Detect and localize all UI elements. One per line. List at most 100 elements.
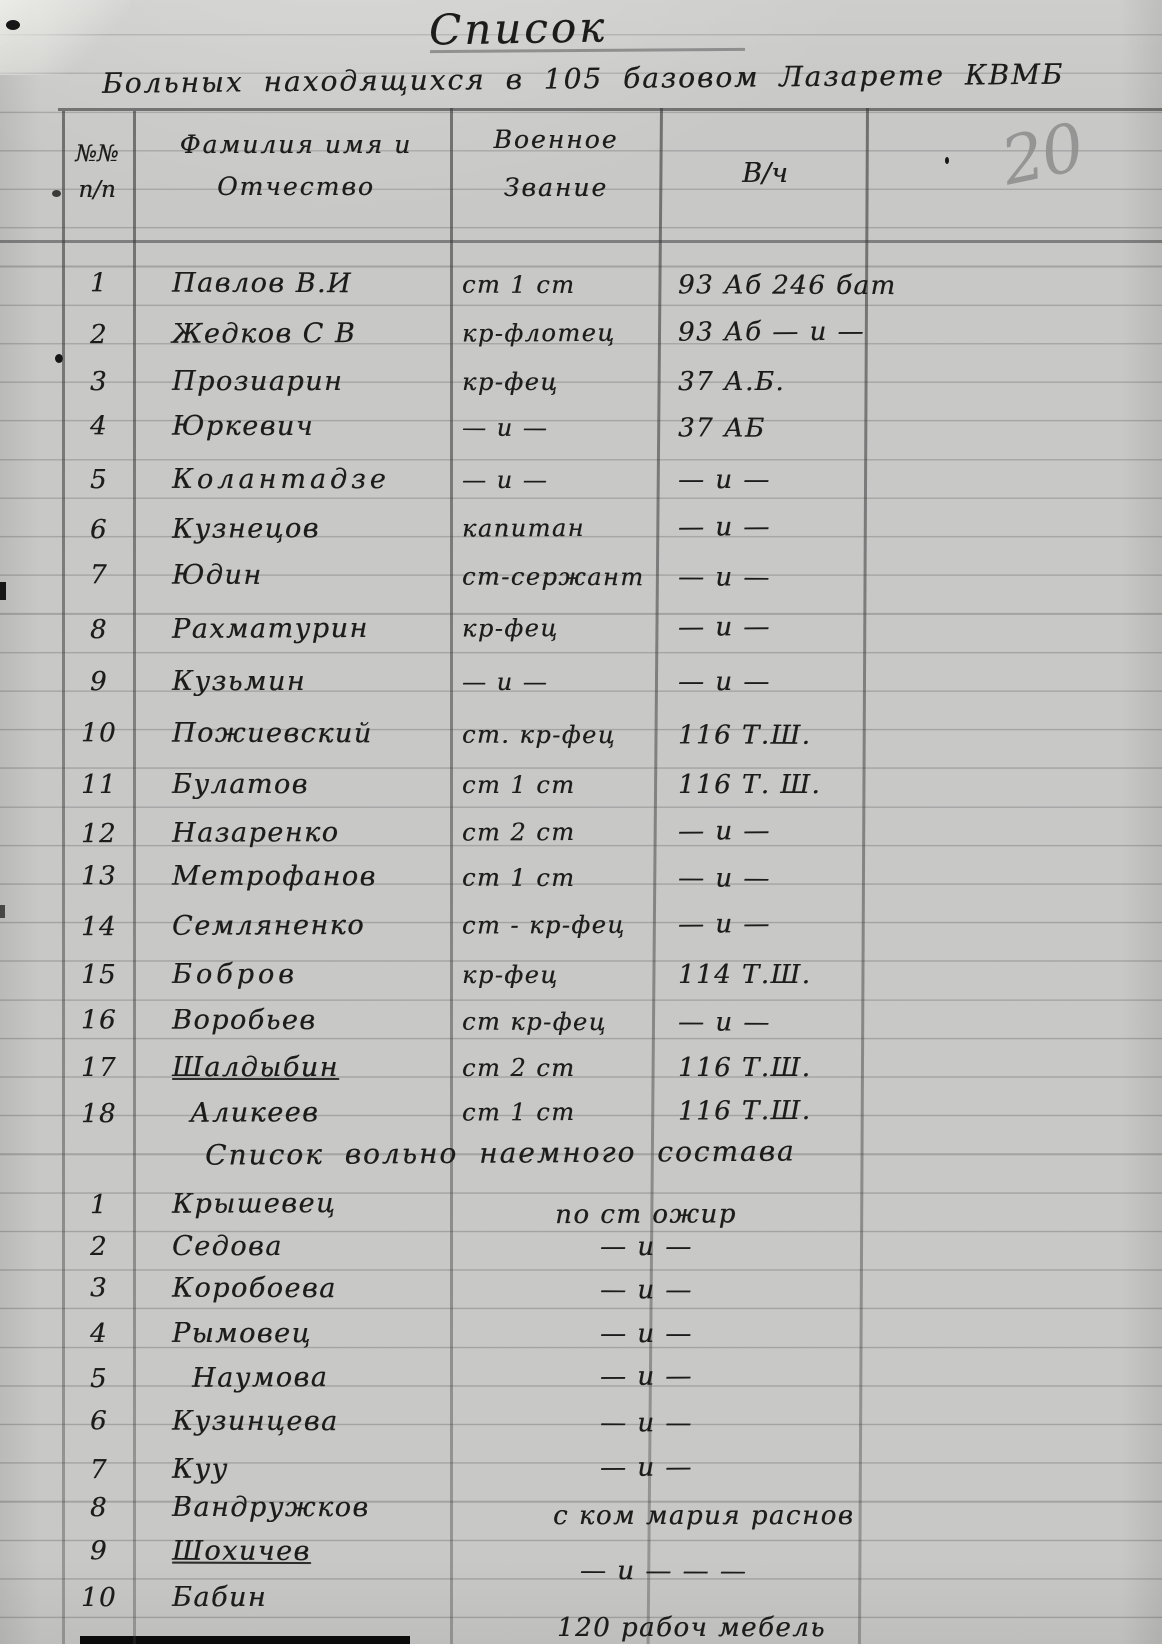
cell-name: Кузьмин xyxy=(172,666,307,697)
table-column-line xyxy=(62,111,65,1644)
table-row: 12 Назаренко ст 2 ст — и — xyxy=(0,809,1162,858)
cell-unit: 116 Т. Ш. xyxy=(678,770,822,800)
cell-note: — и — xyxy=(599,1361,693,1392)
list-item: 2 Седова — и — xyxy=(0,1227,1162,1271)
table-row: 10 Пожиевский ст. кр-фец 116 Т.Ш. xyxy=(0,713,1162,761)
table-header-border xyxy=(0,240,1162,243)
cell-rank: ст. кр-фец xyxy=(461,720,617,750)
cell-unit: 93 Аб 246 бат xyxy=(677,270,897,302)
row-number: 17 xyxy=(80,1053,118,1083)
table-row: 7 Юдин ст-сержант — и — xyxy=(0,555,1162,603)
cell-name: Павлов В.И xyxy=(171,267,353,300)
table-header-unit: В/ч xyxy=(742,158,788,189)
cell-rank: ст 1 ст xyxy=(462,771,576,799)
cell-unit: 116 Т.Ш. xyxy=(677,1095,812,1127)
row-number: 3 xyxy=(89,367,109,397)
cell-rank: ст кр-фец xyxy=(461,1007,607,1037)
list-item: 10 Бабин 120 рабоч мебель xyxy=(0,1578,1162,1643)
cell-note: 120 рабоч мебель xyxy=(557,1613,826,1643)
row-number: 5 xyxy=(89,465,109,495)
cell-name: Семляненко xyxy=(171,909,366,942)
row-number: 15 xyxy=(80,960,118,990)
cell-name: Рымовец xyxy=(172,1318,312,1349)
cell-name: Прозиарин xyxy=(172,366,344,397)
table-row: 15 Бобров кр-фец 114 Т.Ш. xyxy=(0,955,1162,999)
cell-name: Кузинцева xyxy=(171,1405,339,1438)
table-row: 3 Прозиарин кр-фец 37 А.Б. xyxy=(0,362,1162,406)
cell-rank: ст 2 ст xyxy=(461,818,576,847)
cell-name: Юркевич xyxy=(171,410,315,443)
table-row: 18 Аликеев ст 1 ст 116 Т.Ш. xyxy=(0,1089,1162,1138)
page-number: 20 xyxy=(994,108,1090,201)
cell-rank: ст 1 ст xyxy=(461,270,576,299)
table-row: 6 Кузнецов капитан — и — xyxy=(0,505,1162,554)
cell-name: Жедков С В xyxy=(171,317,357,350)
row-number: 1 xyxy=(89,268,109,299)
row-number: 8 xyxy=(89,1493,109,1523)
cell-rank: кр-фец xyxy=(462,961,559,989)
row-number: 16 xyxy=(80,1005,118,1036)
cell-name: Булатов xyxy=(172,769,309,800)
row-number: 2 xyxy=(89,320,109,351)
row-number: 6 xyxy=(89,1406,109,1437)
row-number: 7 xyxy=(89,560,109,591)
cell-unit: 37 А.Б. xyxy=(678,367,786,397)
list-item: 6 Кузинцева — и — xyxy=(0,1401,1162,1449)
cell-unit: 116 Т.Ш. xyxy=(677,720,812,751)
cell-unit: — и — xyxy=(677,863,771,894)
table-row: 13 Метрофанов ст 1 ст — и — xyxy=(0,856,1162,904)
list-item: 8 Вандружков с ком мария раснов xyxy=(0,1488,1162,1532)
cell-note: — и — xyxy=(599,1408,693,1439)
cell-rank: ст 2 ст xyxy=(462,1054,576,1082)
table-top-border xyxy=(58,108,1162,111)
cell-name: Воробьев xyxy=(171,1004,317,1037)
cell-note: — и — xyxy=(599,1452,693,1483)
paper-fold-corner xyxy=(0,0,130,75)
table-row: 1 Павлов В.И ст 1 ст 93 Аб 246 бат xyxy=(0,263,1162,311)
cell-note: с ком мария раснов xyxy=(553,1501,855,1531)
cell-name: Рахматурин xyxy=(171,612,369,645)
cell-name: Шохичев xyxy=(171,1535,311,1568)
cell-unit: — и — xyxy=(677,562,771,593)
cell-name: Юдин xyxy=(171,559,263,591)
row-number: 9 xyxy=(89,1536,109,1567)
cell-rank: — и — xyxy=(462,466,549,494)
cell-unit: — и — xyxy=(677,909,771,940)
cell-name: Коробоева xyxy=(171,1272,337,1305)
cell-unit: — и — xyxy=(677,512,771,543)
scan-edge-mark xyxy=(0,905,5,918)
table-row: 16 Воробьев ст кр-фец — и — xyxy=(0,1000,1162,1048)
cell-name: Наумова xyxy=(191,1362,329,1394)
row-number: 10 xyxy=(80,1583,118,1613)
row-number: 18 xyxy=(80,1099,118,1130)
cell-name: Кузнецов xyxy=(171,513,320,545)
cell-unit: — и — xyxy=(677,816,771,847)
ink-speck xyxy=(945,157,949,164)
cell-name: Седова xyxy=(172,1231,283,1262)
cell-unit: — и — xyxy=(678,465,771,495)
list-item: 3 Коробоева — и — xyxy=(0,1268,1162,1316)
cell-unit: — и — xyxy=(677,1007,771,1038)
scan-black-bar xyxy=(80,1636,410,1644)
cell-rank: кр-фец xyxy=(461,614,559,643)
table-row: 2 Жедков С В кр-флотец 93 Аб — и — xyxy=(0,310,1162,359)
row-number: 4 xyxy=(89,1319,109,1349)
cell-unit: — и — xyxy=(677,612,771,643)
cell-rank: — и — xyxy=(461,413,549,442)
table-column-line xyxy=(133,111,136,1644)
row-number: 2 xyxy=(89,1232,109,1262)
cell-unit: 93 Аб — и — xyxy=(677,316,866,348)
cell-unit: — и — xyxy=(678,667,771,697)
row-number: 9 xyxy=(89,667,109,697)
table-row: 14 Семляненко ст - кр-фец — и — xyxy=(0,902,1162,951)
cell-name: Бобров xyxy=(172,959,298,990)
row-number: 10 xyxy=(80,718,118,749)
cell-name: Куу xyxy=(171,1453,229,1485)
cell-rank: капитан xyxy=(461,513,585,543)
cell-name: Пожиевский xyxy=(171,717,373,750)
row-number: 6 xyxy=(89,515,109,546)
cell-name: Колантадзе xyxy=(172,464,390,495)
cell-name: Метрофанов xyxy=(171,860,377,893)
row-number: 7 xyxy=(89,1455,109,1486)
table-row: 11 Булатов ст 1 ст 116 Т. Ш. xyxy=(0,765,1162,809)
